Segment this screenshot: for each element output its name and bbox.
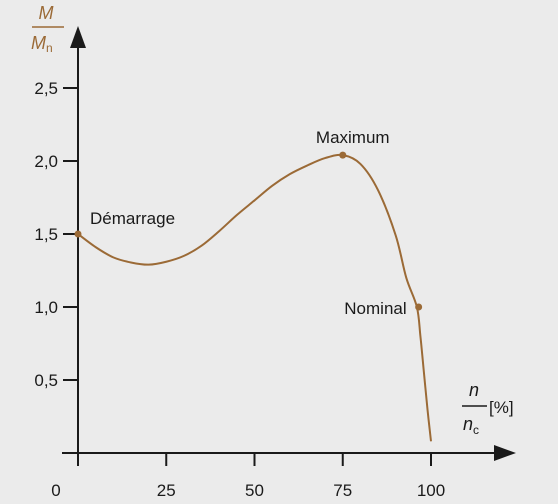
x-label-denominator: nc xyxy=(463,414,479,437)
annotation-labels: Démarrage Maximum Nominal xyxy=(90,128,407,318)
y-ticks: 0,5 1,0 1,5 2,0 2,5 xyxy=(34,79,78,390)
x-tick-label: 50 xyxy=(245,481,264,500)
x-tick-label: 75 xyxy=(333,481,352,500)
annotation-points xyxy=(74,151,423,311)
annotation-label: Maximum xyxy=(316,128,390,147)
x-axis-arrow xyxy=(494,445,516,461)
y-tick-label: 1,0 xyxy=(34,298,58,317)
x-tick-label: 0 xyxy=(51,481,60,500)
y-tick-label: 0,5 xyxy=(34,371,58,390)
y-axis-label: M Mn xyxy=(31,3,64,55)
x-tick-label: 100 xyxy=(417,481,445,500)
x-tick-label: 25 xyxy=(157,481,176,500)
y-tick-label: 2,0 xyxy=(34,152,58,171)
x-ticks: 0 25 50 75 100 xyxy=(51,453,445,500)
annotation-label: Démarrage xyxy=(90,209,175,228)
annotation-point xyxy=(339,151,347,159)
y-label-numerator: M xyxy=(39,3,54,23)
x-label-unit: [%] xyxy=(489,398,514,417)
y-tick-label: 2,5 xyxy=(34,79,58,98)
y-label-denominator: Mn xyxy=(31,33,53,55)
x-axis-label: n nc [%] xyxy=(462,380,514,437)
x-label-numerator: n xyxy=(469,380,479,400)
annotation-point xyxy=(74,230,82,238)
annotation-label: Nominal xyxy=(344,299,406,318)
y-axis-arrow xyxy=(70,26,86,48)
annotation-point xyxy=(415,303,423,311)
y-tick-label: 1,5 xyxy=(34,225,58,244)
